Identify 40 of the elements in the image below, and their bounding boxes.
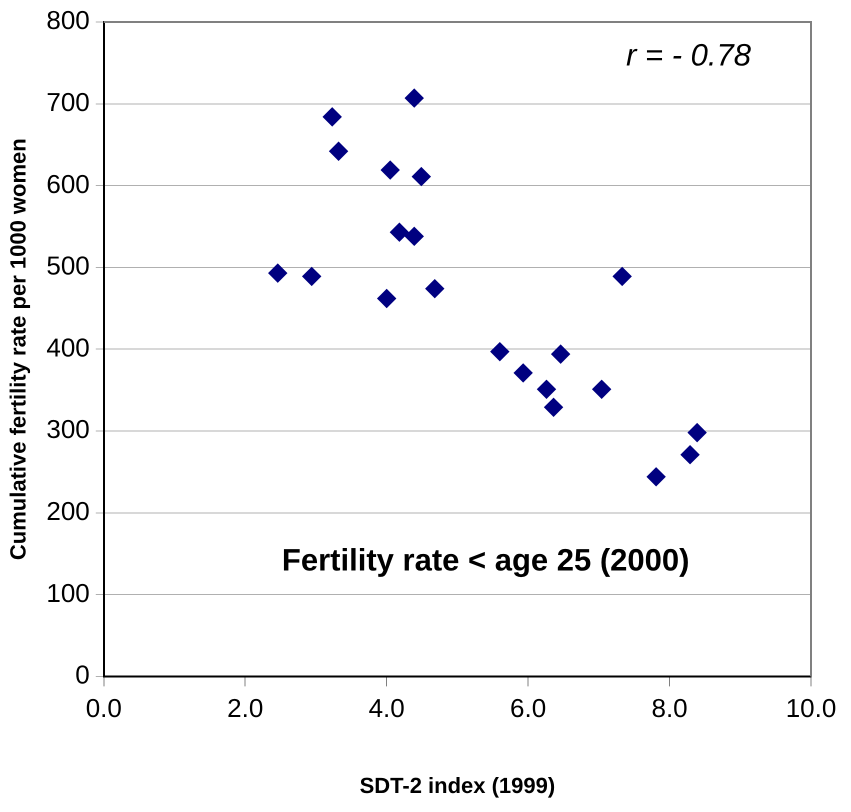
point bbox=[380, 160, 400, 180]
y-tick-label: 0 bbox=[75, 660, 90, 690]
x-tick-label: 0.0 bbox=[86, 693, 122, 724]
y-tick-label: 100 bbox=[46, 578, 90, 608]
point bbox=[404, 226, 424, 246]
x-axis-title: SDT-2 index (1999) bbox=[360, 772, 556, 798]
point bbox=[537, 380, 556, 399]
x-tick-label: 6.0 bbox=[510, 693, 546, 724]
y-tick-label: 500 bbox=[46, 250, 90, 281]
y-tick-label: 600 bbox=[46, 168, 90, 199]
point bbox=[268, 264, 288, 283]
point bbox=[688, 423, 707, 442]
y-tick-label: 800 bbox=[46, 5, 90, 36]
point bbox=[412, 167, 431, 186]
y-tick-label: 200 bbox=[46, 496, 90, 526]
y-tick-label: 700 bbox=[46, 86, 90, 117]
annotation: r = - 0.78 bbox=[626, 38, 752, 73]
x-tick-label: 4.0 bbox=[368, 693, 405, 724]
y-tick-label: 300 bbox=[46, 414, 90, 444]
text: Fertility rate < age 25 (2000) bbox=[282, 542, 690, 578]
point bbox=[551, 344, 570, 364]
point bbox=[302, 266, 322, 286]
point bbox=[425, 279, 444, 298]
y-tick-label: 400 bbox=[46, 332, 90, 362]
y-axis-title: Cumulative fertility rate per 1000 women bbox=[5, 138, 30, 560]
x-tick-label: 2.0 bbox=[227, 693, 264, 724]
point bbox=[404, 88, 424, 108]
point bbox=[377, 288, 396, 308]
x-tick-label: 10.0 bbox=[786, 693, 836, 724]
point bbox=[646, 467, 666, 486]
point bbox=[322, 107, 342, 126]
point bbox=[490, 342, 510, 362]
point bbox=[514, 363, 533, 382]
point bbox=[329, 142, 348, 161]
point bbox=[680, 445, 700, 464]
x-tick-label: 8.0 bbox=[651, 693, 688, 724]
point bbox=[592, 380, 612, 399]
point bbox=[390, 222, 409, 242]
point bbox=[612, 266, 632, 286]
point bbox=[544, 398, 564, 417]
